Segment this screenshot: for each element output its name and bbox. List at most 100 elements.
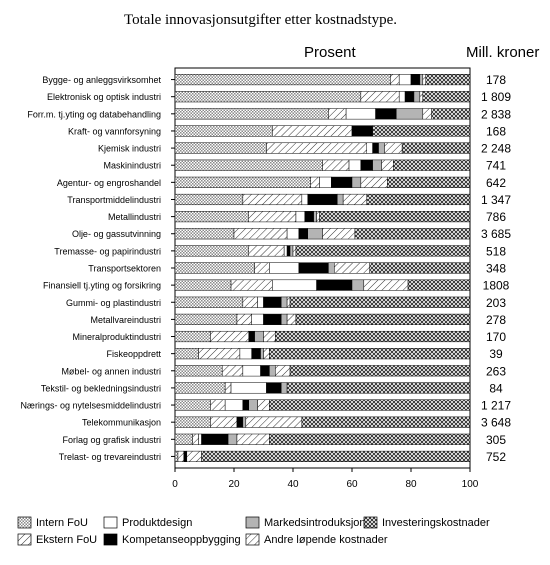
bar-segment-ekstern-fou-gummi-og-plastindustri — [242, 296, 258, 308]
total-value-kjemisk-industri: 2 248 — [481, 142, 511, 156]
bar-segment-andre-lopende-kostnader-metallindustri — [316, 211, 320, 223]
bar-segment-markedsintroduksjon-elektronisk-og-optisk-industri — [413, 91, 421, 103]
bar-segment-produktdesign-tekstil-og-bekledningsindustri — [230, 382, 267, 394]
bar-segment-kompetanseoppbygging-transportsektoren — [298, 262, 329, 274]
bar-segment-produktdesign-mobel-og-annen-industri — [242, 365, 261, 377]
bar-segment-markedsintroduksjon-forlag-og-grafisk-industri — [227, 433, 238, 445]
legend-label-ekstern-fou: Ekstern FoU — [36, 534, 97, 546]
legend-swatch-intern-fou — [17, 516, 32, 529]
bar-segment-andre-lopende-kostnader-finansiell-tj-yting-og-forsikring — [363, 279, 409, 291]
total-value-finansiell-tj-yting-og-forsikring: 1808 — [483, 279, 510, 293]
bar-segment-kompetanseoppbygging-tekstil-og-bekledningsindustri — [266, 382, 282, 394]
bar-segment-produktdesign-kjemisk-industri — [366, 142, 373, 154]
bar-segment-intern-fou-kjemisk-industri — [174, 142, 267, 154]
bar-segment-investeringskostnader-mobel-og-annen-industri — [289, 365, 471, 377]
category-label-naerings-og-nytelsesmiddelindustri: Nærings- og nytelsesmiddelindustri — [20, 401, 161, 411]
bar-segment-produktdesign-elektronisk-og-optisk-industri — [398, 91, 406, 103]
bar-segment-kompetanseoppbygging-metallvareindustri — [263, 313, 282, 325]
bar-segment-intern-fou-gummi-og-plastindustri — [174, 296, 244, 308]
category-label-mineralproduktindustri: Mineralproduktindustri — [72, 332, 161, 342]
category-label-gummi-og-plastindustri: Gummi- og plastindustri — [66, 298, 161, 308]
bar-segment-kompetanseoppbygging-tremasse-og-papirindustri — [286, 245, 291, 257]
bar-segment-intern-fou-mobel-og-annen-industri — [174, 365, 223, 377]
total-value-metallindustri: 786 — [486, 210, 506, 224]
bar-segment-produktdesign-olje-og-gassutvinning — [286, 228, 300, 240]
legend-label-intern-fou: Intern FoU — [36, 517, 88, 529]
bar-segment-andre-lopende-kostnader-telekommunikasjon — [245, 416, 303, 428]
bar-segment-kompetanseoppbygging-mobel-og-annen-industri — [260, 365, 270, 377]
category-label-bygge-og-anleggsvirksomhet: Bygge- og anleggsvirksomhet — [42, 75, 161, 85]
bar-segment-intern-fou-maskinindustri — [174, 159, 323, 171]
bar-segment-intern-fou-mineralproduktindustri — [174, 330, 211, 343]
bar-segment-kompetanseoppbygging-mineralproduktindustri — [248, 330, 255, 343]
bar-segment-andre-lopende-kostnader-tremasse-og-papirindustri — [292, 245, 297, 257]
legend-swatch-produktdesign — [103, 516, 118, 529]
total-value-mobel-og-annen-industri: 263 — [486, 364, 506, 378]
total-value-naerings-og-nytelsesmiddelindustri: 1 217 — [481, 399, 511, 413]
bar-segment-andre-lopende-kostnader-elektronisk-og-optisk-industri — [419, 91, 424, 103]
bar-segment-ekstern-fou-forr-m-tj-yting-og-databehandling — [328, 108, 347, 120]
bar-segment-markedsintroduksjon-transportsektoren — [328, 262, 335, 274]
bar-segment-produktdesign-transportsektoren — [269, 262, 300, 274]
total-value-olje-og-gassutvinning: 3 685 — [481, 227, 511, 241]
bar-segment-investeringskostnader-trelast-og-trevareindustri — [201, 450, 471, 462]
bar-segment-produktdesign-fiskeoppdrett — [239, 348, 252, 360]
category-label-elektronisk-og-optisk-industri: Elektronisk og optisk industri — [47, 92, 161, 102]
category-label-forr-m-tj-yting-og-databehandling: Forr.m. tj.yting og databehandling — [27, 109, 161, 119]
bar-segment-kompetanseoppbygging-transportmiddelindustri — [307, 193, 338, 206]
x-tick-label: 100 — [462, 479, 479, 490]
legend-swatch-ekstern-fou — [17, 533, 32, 546]
bar-segment-investeringskostnader-forlag-og-grafisk-industri — [269, 433, 471, 445]
bar-segment-intern-fou-agentur-og-engroshandel — [174, 176, 311, 188]
bar-segment-markedsintroduksjon-olje-og-gassutvinning — [307, 228, 323, 240]
bar-segment-intern-fou-naerings-og-nytelsesmiddelindustri — [174, 399, 211, 411]
bar-segment-markedsintroduksjon-forr-m-tj-yting-og-databehandling — [396, 108, 424, 120]
bar-segment-ekstern-fou-fiskeoppdrett — [198, 348, 241, 360]
bar-segment-intern-fou-telekommunikasjon — [174, 416, 211, 428]
bar-segment-andre-lopende-kostnader-forlag-og-grafisk-industri — [236, 433, 270, 445]
bar-segment-markedsintroduksjon-mobel-og-annen-industri — [269, 365, 276, 377]
bar-segment-intern-fou-metallindustri — [174, 211, 249, 223]
total-value-metallvareindustri: 278 — [486, 313, 506, 327]
bar-segment-kompetanseoppbygging-forr-m-tj-yting-og-databehandling — [375, 108, 397, 120]
legend-swatch-markedsintroduksjon — [245, 516, 260, 529]
bar-segment-produktdesign-tremasse-og-papirindustri — [283, 245, 288, 257]
bar-segment-markedsintroduksjon-naerings-og-nytelsesmiddelindustri — [248, 399, 258, 411]
bar-segment-markedsintroduksjon-gummi-og-plastindustri — [280, 296, 288, 308]
bar-segment-investeringskostnader-gummi-og-plastindustri — [289, 296, 471, 308]
category-label-fiskeoppdrett: Fiskeoppdrett — [106, 349, 161, 359]
total-value-gummi-og-plastindustri: 203 — [486, 296, 506, 310]
bar-segment-andre-lopende-kostnader-fiskeoppdrett — [263, 348, 270, 360]
total-value-tremasse-og-papirindustri: 518 — [486, 244, 506, 258]
x-axis-header: Prosent — [304, 44, 356, 61]
bar-segment-ekstern-fou-kraft-og-vannforsyning — [272, 125, 353, 137]
category-label-agentur-og-engroshandel: Agentur- og engroshandel — [57, 178, 161, 188]
bar-segment-investeringskostnader-fiskeoppdrett — [269, 348, 471, 360]
bar-segment-andre-lopende-kostnader-olje-og-gassutvinning — [322, 228, 356, 240]
legend-label-investeringskostnader: Investeringskostnader — [382, 517, 490, 529]
category-label-telekommunikasjon: Telekommunikasjon — [82, 418, 161, 428]
bar-segment-kompetanseoppbygging-metallindustri — [304, 211, 314, 223]
bar-segment-ekstern-fou-olje-og-gassutvinning — [233, 228, 288, 240]
bar-segment-ekstern-fou-metallindustri — [248, 211, 297, 223]
bar-segment-intern-fou-trelast-og-trevareindustri — [174, 450, 179, 462]
bar-segment-kompetanseoppbygging-trelast-og-trevareindustri — [183, 450, 188, 462]
x-tick-label: 60 — [346, 479, 358, 490]
bar-segment-ekstern-fou-finansiell-tj-yting-og-forsikring — [230, 279, 273, 291]
bar-segment-investeringskostnader-agentur-og-engroshandel — [387, 176, 471, 188]
bar-segment-andre-lopende-kostnader-trelast-og-trevareindustri — [186, 450, 202, 462]
total-value-mineralproduktindustri: 170 — [486, 330, 506, 344]
bar-segment-investeringskostnader-finansiell-tj-yting-og-forsikring — [407, 279, 471, 291]
total-value-telekommunikasjon: 3 648 — [481, 416, 511, 430]
bar-segment-ekstern-fou-agentur-og-engroshandel — [310, 176, 320, 188]
bar-segment-andre-lopende-kostnader-mobel-og-annen-industri — [275, 365, 291, 377]
totals-column-header: Mill. kroner — [466, 44, 540, 61]
bar-segment-markedsintroduksjon-metallindustri — [313, 211, 317, 223]
legend-swatch-andre-lopende-kostnader — [245, 533, 260, 546]
bar-segment-investeringskostnader-maskinindustri — [393, 159, 471, 171]
total-value-agentur-og-engroshandel: 642 — [486, 176, 506, 190]
category-label-tremasse-og-papirindustri: Tremasse- og papirindustri — [54, 246, 161, 256]
bar-segment-kompetanseoppbygging-kraft-og-vannforsyning — [351, 125, 373, 137]
total-value-kraft-og-vannforsyning: 168 — [486, 124, 506, 138]
